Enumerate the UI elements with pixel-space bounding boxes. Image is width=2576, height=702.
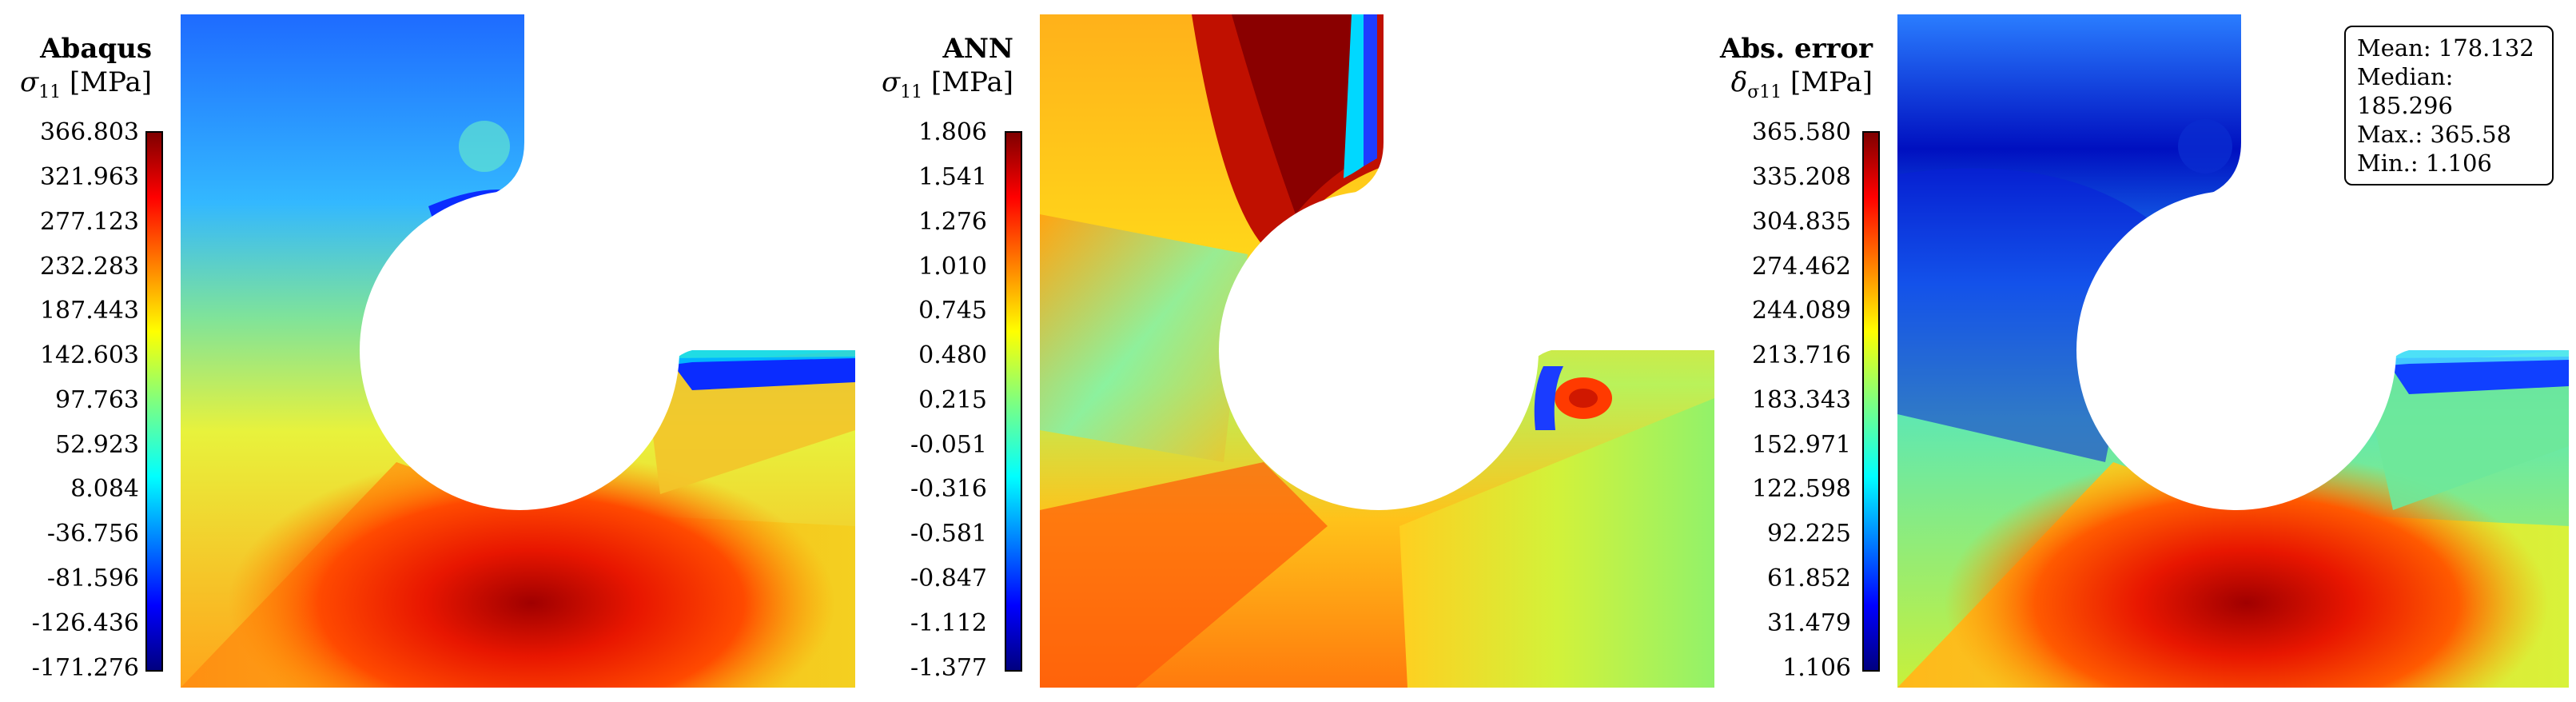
colorbar-ticks: 1.806 1.541 1.276 1.010 0.745 0.480 0.21… xyxy=(859,0,987,702)
error-statistics-box: Mean: 178.132 Median: 185.296 Max.: 365.… xyxy=(2344,26,2554,185)
stat-min: Min.: 1.106 xyxy=(2357,150,2492,177)
tick-label: 142.603 xyxy=(39,341,139,369)
tick-label: 61.852 xyxy=(1767,564,1851,592)
tick-label: -0.316 xyxy=(910,475,987,503)
tick-label: 274.462 xyxy=(1751,253,1851,281)
stat-median: Median: 185.296 xyxy=(2357,63,2454,119)
tick-label: 277.123 xyxy=(39,208,139,236)
tick-label: 213.716 xyxy=(1751,341,1851,369)
tick-label: 97.763 xyxy=(55,386,139,414)
stress-field-plot xyxy=(181,14,855,688)
tick-label: -81.596 xyxy=(46,564,139,592)
tick-label: 1.010 xyxy=(918,253,987,281)
panel-symbol: δσ11 [MPa] xyxy=(1730,66,1873,102)
tick-label: 365.580 xyxy=(1751,118,1851,146)
tick-label: 8.084 xyxy=(70,475,139,503)
panel-title: Abs. error δσ11 [MPa] xyxy=(1717,32,1873,110)
tick-label: 335.208 xyxy=(1751,163,1851,191)
colorbar-ticks: 366.803 321.963 277.123 232.283 187.443 … xyxy=(0,0,139,702)
tick-label: 321.963 xyxy=(39,163,139,191)
tick-label: 232.283 xyxy=(39,253,139,281)
tick-label: -0.581 xyxy=(910,520,987,548)
panel-symbol: σ11 [MPa] xyxy=(20,66,152,102)
tick-label: 1.541 xyxy=(918,163,987,191)
panel-title: ANN σ11 [MPa] xyxy=(859,32,1013,110)
tick-label: 1.106 xyxy=(1782,654,1851,682)
tick-label: 122.598 xyxy=(1751,475,1851,503)
colorbar xyxy=(145,131,163,672)
panel-title-name: ANN xyxy=(942,33,1013,65)
tick-label: 1.806 xyxy=(918,118,987,146)
colorbar-ticks: 365.580 335.208 304.835 274.462 244.089 … xyxy=(1717,0,1851,702)
panel-abaqus: Abaqus σ11 [MPa] 366.803 321.963 277.123… xyxy=(0,0,863,702)
tick-label: 1.276 xyxy=(918,208,987,236)
tick-label: -1.112 xyxy=(910,609,987,637)
tick-label: -126.436 xyxy=(31,609,139,637)
tick-label: 52.923 xyxy=(55,431,139,459)
stat-max: Max.: 365.58 xyxy=(2357,121,2512,148)
tick-label: 0.480 xyxy=(918,341,987,369)
tick-label: 152.971 xyxy=(1751,431,1851,459)
colorbar xyxy=(1862,131,1880,672)
tick-label: 187.443 xyxy=(39,297,139,325)
tick-label: 92.225 xyxy=(1767,520,1851,548)
tick-label: 304.835 xyxy=(1751,208,1851,236)
stress-field-plot xyxy=(1040,14,1714,688)
panel-ann: ANN σ11 [MPa] 1.806 1.541 1.276 1.010 0.… xyxy=(859,0,1722,702)
tick-label: 244.089 xyxy=(1751,297,1851,325)
panel-title: Abaqus σ11 [MPa] xyxy=(0,32,152,110)
stat-mean: Mean: 178.132 xyxy=(2357,34,2534,62)
tick-label: 0.215 xyxy=(918,386,987,414)
panel-title-name: Abaqus xyxy=(40,33,152,65)
panel-abs-error: Abs. error δσ11 [MPa] 365.580 335.208 30… xyxy=(1717,0,2576,702)
colorbar xyxy=(1005,131,1022,672)
tick-label: -171.276 xyxy=(31,654,139,682)
panel-symbol: σ11 [MPa] xyxy=(882,66,1013,102)
panel-title-name: Abs. error xyxy=(1719,33,1873,65)
tick-label: -0.051 xyxy=(910,431,987,459)
tick-label: 366.803 xyxy=(39,118,139,146)
tick-label: 0.745 xyxy=(918,297,987,325)
tick-label: -36.756 xyxy=(46,520,139,548)
tick-label: 183.343 xyxy=(1751,386,1851,414)
tick-label: 31.479 xyxy=(1767,609,1851,637)
tick-label: -1.377 xyxy=(910,654,987,682)
tick-label: -0.847 xyxy=(910,564,987,592)
